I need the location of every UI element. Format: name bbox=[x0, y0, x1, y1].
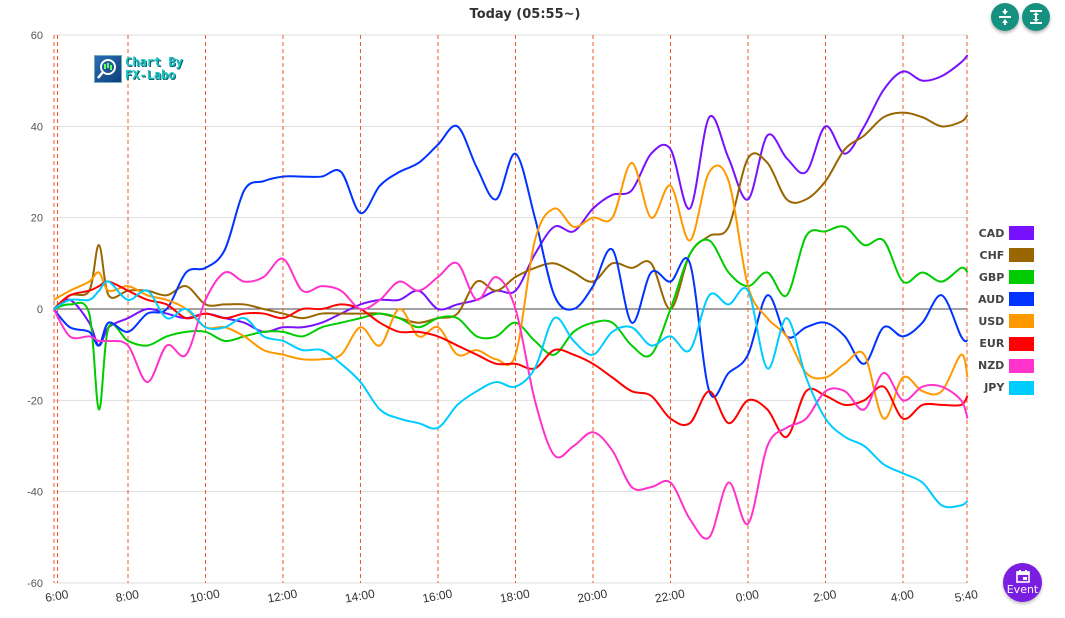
y-tick-label: 20 bbox=[31, 213, 43, 225]
legend-swatch bbox=[1009, 270, 1035, 285]
gridlines bbox=[54, 34, 967, 584]
expand-vertical-icon bbox=[1030, 10, 1042, 24]
legend-label: USD bbox=[978, 314, 1005, 328]
legend-swatch bbox=[1009, 292, 1035, 307]
event-button[interactable]: Event bbox=[1003, 563, 1042, 602]
x-tick-label: 20:00 bbox=[576, 587, 608, 606]
x-tick-label: 22:00 bbox=[654, 587, 686, 606]
legend-swatch bbox=[1009, 336, 1035, 351]
expand-vertical-button[interactable] bbox=[1022, 3, 1050, 31]
legend-swatch bbox=[1009, 226, 1035, 241]
legend-item-eur[interactable]: EUR bbox=[978, 332, 1035, 354]
legend-label: CAD bbox=[978, 226, 1005, 240]
series-line-gbp bbox=[53, 225, 969, 411]
x-axis-labels: 6:00 8:00 10:00 12:00 14:00 16:00 18:00 20:00 22… bbox=[44, 587, 979, 606]
legend: CAD CHF GBP AUD USD EUR NZD JPY bbox=[978, 222, 1035, 399]
x-tick-label: 18:00 bbox=[499, 587, 531, 606]
legend-item-nzd[interactable]: NZD bbox=[978, 355, 1035, 377]
series-line-chf bbox=[53, 111, 969, 324]
x-tick-label: 10:00 bbox=[189, 587, 221, 606]
x-tick-label: 6:00 bbox=[44, 587, 70, 605]
x-tick-label: 4:00 bbox=[890, 587, 916, 605]
logo: Chart By FX-Labo bbox=[94, 55, 183, 83]
y-tick-label: 60 bbox=[31, 30, 43, 42]
x-tick-label: 16:00 bbox=[421, 587, 453, 606]
legend-label: CHF bbox=[979, 248, 1005, 262]
x-tick-label: 0:00 bbox=[735, 587, 761, 605]
logo-chart-icon bbox=[94, 55, 122, 83]
legend-item-gbp[interactable]: GBP bbox=[978, 266, 1035, 288]
logo-line1: Chart By bbox=[125, 55, 183, 69]
x-tick-label: 12:00 bbox=[266, 587, 298, 606]
event-label: Event bbox=[1006, 582, 1039, 596]
legend-label: AUD bbox=[978, 292, 1005, 306]
series-line-nzd bbox=[52, 257, 969, 540]
legend-item-chf[interactable]: CHF bbox=[978, 244, 1035, 266]
y-tick-label: 0 bbox=[37, 304, 43, 316]
y-tick-label: 40 bbox=[31, 121, 43, 133]
y-tick-label: -20 bbox=[27, 395, 43, 407]
calendar-icon bbox=[1015, 569, 1030, 583]
x-tick-label: 14:00 bbox=[344, 587, 376, 606]
series-lines bbox=[52, 54, 969, 540]
chart-title: Today (05:55~) bbox=[469, 7, 581, 22]
legend-swatch bbox=[1009, 248, 1035, 263]
series-line-usd bbox=[53, 161, 969, 420]
legend-item-jpy[interactable]: JPY bbox=[978, 377, 1035, 399]
legend-item-usd[interactable]: USD bbox=[978, 310, 1035, 332]
series-line-aud bbox=[52, 124, 969, 398]
legend-label: NZD bbox=[978, 359, 1005, 373]
legend-label: GBP bbox=[978, 270, 1005, 284]
legend-swatch bbox=[1009, 380, 1035, 395]
logo-line2: FX-Labo bbox=[125, 68, 176, 82]
y-tick-label: -40 bbox=[27, 487, 43, 499]
legend-item-cad[interactable]: CAD bbox=[978, 222, 1035, 244]
y-tick-label: -60 bbox=[27, 578, 43, 590]
legend-swatch bbox=[1009, 358, 1035, 373]
y-axis-labels: 60 40 20 0 -20 -40 -60 bbox=[27, 30, 43, 590]
legend-swatch bbox=[1009, 314, 1035, 329]
x-tick-label: 2:00 bbox=[812, 587, 838, 605]
compress-vertical-icon bbox=[999, 9, 1011, 25]
x-tick-label: 5:40 bbox=[954, 587, 980, 605]
series-line-cad bbox=[53, 54, 969, 347]
legend-label: JPY bbox=[984, 381, 1005, 395]
series-line-eur bbox=[53, 280, 969, 438]
legend-item-aud[interactable]: AUD bbox=[978, 288, 1035, 310]
legend-label: EUR bbox=[979, 337, 1005, 351]
x-tick-label: 8:00 bbox=[115, 587, 141, 605]
series-line-jpy bbox=[53, 280, 969, 509]
collapse-vertical-button[interactable] bbox=[991, 3, 1019, 31]
